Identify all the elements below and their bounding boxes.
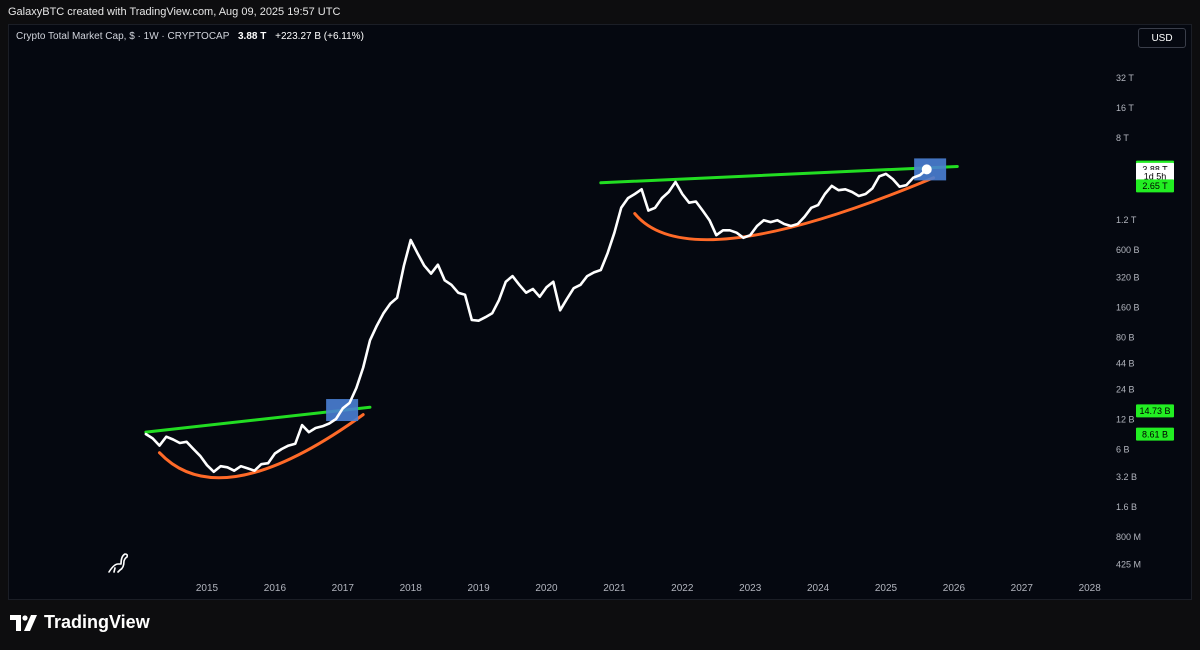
symbol-legend: Crypto Total Market Cap, $ · 1W · CRYPTO… [16, 31, 364, 42]
x-tick-label: 2026 [943, 583, 966, 594]
x-tick-label: 2016 [264, 583, 287, 594]
x-tick-label: 2023 [739, 583, 762, 594]
x-tick-label: 2028 [1079, 583, 1102, 594]
price-badge: 2.65 T [1136, 179, 1174, 193]
x-tick-label: 2025 [875, 583, 898, 594]
x-tick-label: 2022 [671, 583, 694, 594]
price-badge-bg [1136, 427, 1174, 441]
price-badge-bg [1136, 179, 1174, 193]
y-tick-label: 160 B [1116, 303, 1140, 313]
x-tick-label: 2018 [400, 583, 423, 594]
price-series-line [144, 168, 928, 474]
y-tick-label: 320 B [1116, 272, 1140, 282]
currency-button[interactable]: USD [1138, 28, 1186, 48]
y-tick-label: 80 B [1116, 333, 1135, 343]
price-badge: 14.73 B [1136, 404, 1174, 418]
price-badge-label: 1d 5h [1144, 172, 1167, 182]
chart-frame [8, 24, 1192, 600]
symbol-value: 3.88 T [238, 31, 267, 42]
y-tick-label: 6 B [1116, 445, 1130, 455]
resistance-line [599, 164, 959, 185]
y-tick-label: 1.6 B [1116, 502, 1137, 512]
symbol-change: +223.27 B (+6.11%) [275, 31, 364, 42]
y-tick-label: 24 B [1116, 385, 1135, 395]
tradingview-footer: TradingView [10, 612, 150, 633]
price-badge-label: 2.65 T [1142, 181, 1168, 191]
x-tick-label: 2027 [1011, 583, 1034, 594]
price-badge-bg [1136, 404, 1174, 418]
tradingview-brand: TradingView [44, 612, 150, 632]
price-badge-label: 8.61 B [1142, 429, 1168, 439]
dino-icon[interactable] [106, 550, 130, 574]
y-tick-label: 3.2 B [1116, 472, 1137, 482]
x-tick-label: 2021 [603, 583, 626, 594]
y-tick-label: 600 B [1116, 245, 1140, 255]
symbol-name: Crypto Total Market Cap, $ · 1W · CRYPTO… [16, 31, 230, 42]
y-tick-label: 44 B [1116, 358, 1135, 368]
price-badge: 8.61 B [1136, 427, 1174, 441]
y-tick-label: 32 T [1116, 73, 1134, 83]
price-badge-label: 14.73 B [1139, 406, 1170, 416]
y-tick-label: 8 T [1116, 133, 1129, 143]
y-tick-label: 12 B [1116, 415, 1135, 425]
current-price-point [921, 164, 932, 175]
y-tick-label: 425 M [1116, 559, 1141, 569]
support-curve [633, 176, 936, 242]
chart-attribution: GalaxyBTC created with TradingView.com, … [8, 6, 341, 18]
x-tick-label: 2020 [535, 583, 558, 594]
x-tick-label: 2019 [467, 583, 490, 594]
price-badge-label: 3.88 T [1142, 165, 1168, 175]
tradingview-logo-icon [10, 614, 37, 631]
x-tick-label: 2015 [196, 583, 219, 594]
x-tick-label: 2024 [807, 583, 830, 594]
y-tick-label: 800 M [1116, 532, 1141, 542]
y-tick-label: 16 T [1116, 103, 1134, 113]
x-tick-label: 2017 [332, 583, 355, 594]
y-tick-label: 1.2 T [1116, 215, 1137, 225]
support-curve [157, 413, 365, 480]
